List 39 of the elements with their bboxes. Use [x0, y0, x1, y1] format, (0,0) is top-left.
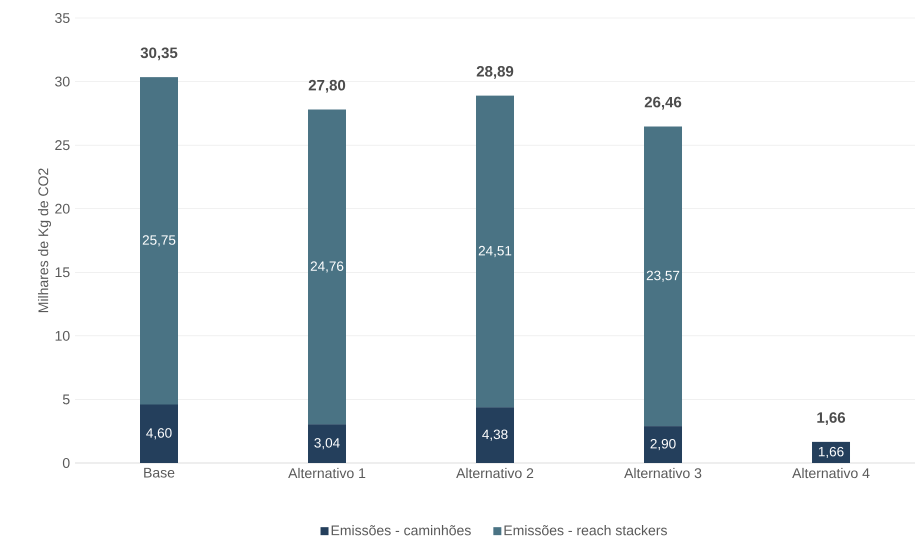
y-tick-label: 30: [55, 76, 70, 87]
legend-label: Emissões - reach stackers: [504, 525, 667, 536]
bar: [644, 126, 682, 426]
legend-label: Emissões - caminhões: [332, 525, 471, 536]
total-label: 28,89: [476, 66, 514, 79]
bar: [476, 407, 514, 463]
y-axis-title: Milhares de Kg de CO2: [38, 168, 52, 312]
bar: [140, 404, 178, 463]
y-tick-label: 25: [55, 140, 70, 150]
bar: [812, 442, 850, 463]
y-tick-label: 35: [55, 13, 70, 23]
bar: [308, 110, 346, 424]
data-label: 2,90: [650, 438, 676, 450]
total-label: 1,66: [817, 412, 846, 426]
x-tick-label: Alternativo 3: [624, 468, 702, 478]
x-tick-label: Alternativo 1: [288, 468, 366, 478]
data-label: 24,51: [478, 246, 512, 258]
data-label: 24,76: [310, 261, 344, 273]
y-tick-label: 5: [62, 394, 70, 404]
x-tick-label: Alternativo 4: [792, 468, 870, 478]
data-label: 1,66: [818, 446, 844, 458]
data-label: 4,38: [482, 430, 508, 441]
total-label: 26,46: [644, 96, 682, 110]
y-tick-label: 20: [55, 204, 70, 214]
data-label: 3,04: [314, 438, 340, 450]
data-label: 25,75: [142, 235, 176, 246]
y-tick-label: 10: [56, 330, 70, 341]
x-tick-label: Base: [144, 468, 174, 478]
y-tick-label: 0: [62, 458, 70, 468]
total-label: 30,35: [140, 47, 178, 60]
x-tick-label: Alternativo 2: [456, 468, 534, 478]
data-label: 4,60: [146, 428, 172, 440]
bar: [308, 424, 346, 463]
bar: [644, 426, 682, 463]
bar: [476, 96, 514, 408]
data-label: 23,57: [646, 270, 680, 282]
total-label: 27,80: [308, 80, 346, 93]
y-tick-label: 15: [56, 267, 70, 278]
bar: [140, 77, 178, 405]
